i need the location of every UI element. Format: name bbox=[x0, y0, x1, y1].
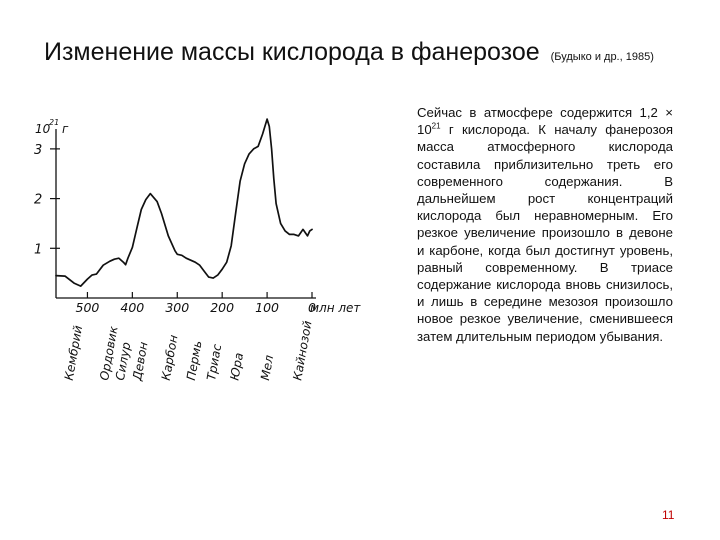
period-label: Силур bbox=[113, 341, 134, 382]
x-tick-label: 400 bbox=[120, 300, 144, 315]
x-axis-label: млн лет bbox=[310, 301, 361, 315]
x-tick-label: 300 bbox=[165, 300, 189, 315]
period-label: Юра bbox=[227, 352, 246, 382]
description-part-1: Сейчас в атмосфере содержится 1,2 × 10 bbox=[417, 105, 673, 138]
title-text: Изменение массы кислорода в фанерозое bbox=[44, 38, 540, 66]
oxygen-mass-chart: 10 21 г млн лет 1 2 3 500 400 300 200 100 0 Кембр… bbox=[30, 108, 370, 390]
description-text: Сейчас в атмосфере содержится 1,2 × 1021… bbox=[417, 104, 673, 345]
y-tick-label: 2 bbox=[34, 193, 42, 208]
description-part-2: г кислорода. К началу фанерозоя масса ат… bbox=[417, 122, 673, 344]
slide-title: Изменение массы кислорода в фанерозое (Б… bbox=[44, 38, 654, 67]
period-label: Девон bbox=[130, 341, 151, 383]
x-tick-label: 100 bbox=[255, 300, 279, 315]
oxygen-curve bbox=[55, 118, 313, 287]
y-unit-base: 10 bbox=[35, 122, 51, 136]
x-tick-label: 0 bbox=[308, 300, 316, 315]
x-tick-label: 200 bbox=[210, 300, 234, 315]
y-unit-exp: 21 bbox=[49, 118, 59, 127]
period-label: Кайнозой bbox=[290, 319, 314, 381]
y-tick-label: 1 bbox=[34, 242, 42, 257]
y-tick-label: 3 bbox=[34, 143, 42, 158]
period-label: Кембрий bbox=[62, 324, 85, 381]
y-unit-suffix: г bbox=[62, 122, 69, 136]
period-label: Триас bbox=[204, 343, 224, 382]
y-unit-label: 10 21 г bbox=[35, 118, 69, 136]
chart-svg: 10 21 г млн лет 1 2 3 500 400 300 200 100 0 Кембр… bbox=[34, 118, 361, 383]
title-source: (Будыко и др., 1985) bbox=[550, 51, 654, 63]
description-exponent: 21 bbox=[431, 121, 441, 131]
period-label: Мел bbox=[258, 354, 276, 382]
period-label: Пермь bbox=[184, 340, 205, 382]
period-label: Карбон bbox=[159, 334, 181, 382]
page-number: 11 bbox=[662, 508, 675, 522]
x-tick-label: 500 bbox=[76, 300, 100, 315]
